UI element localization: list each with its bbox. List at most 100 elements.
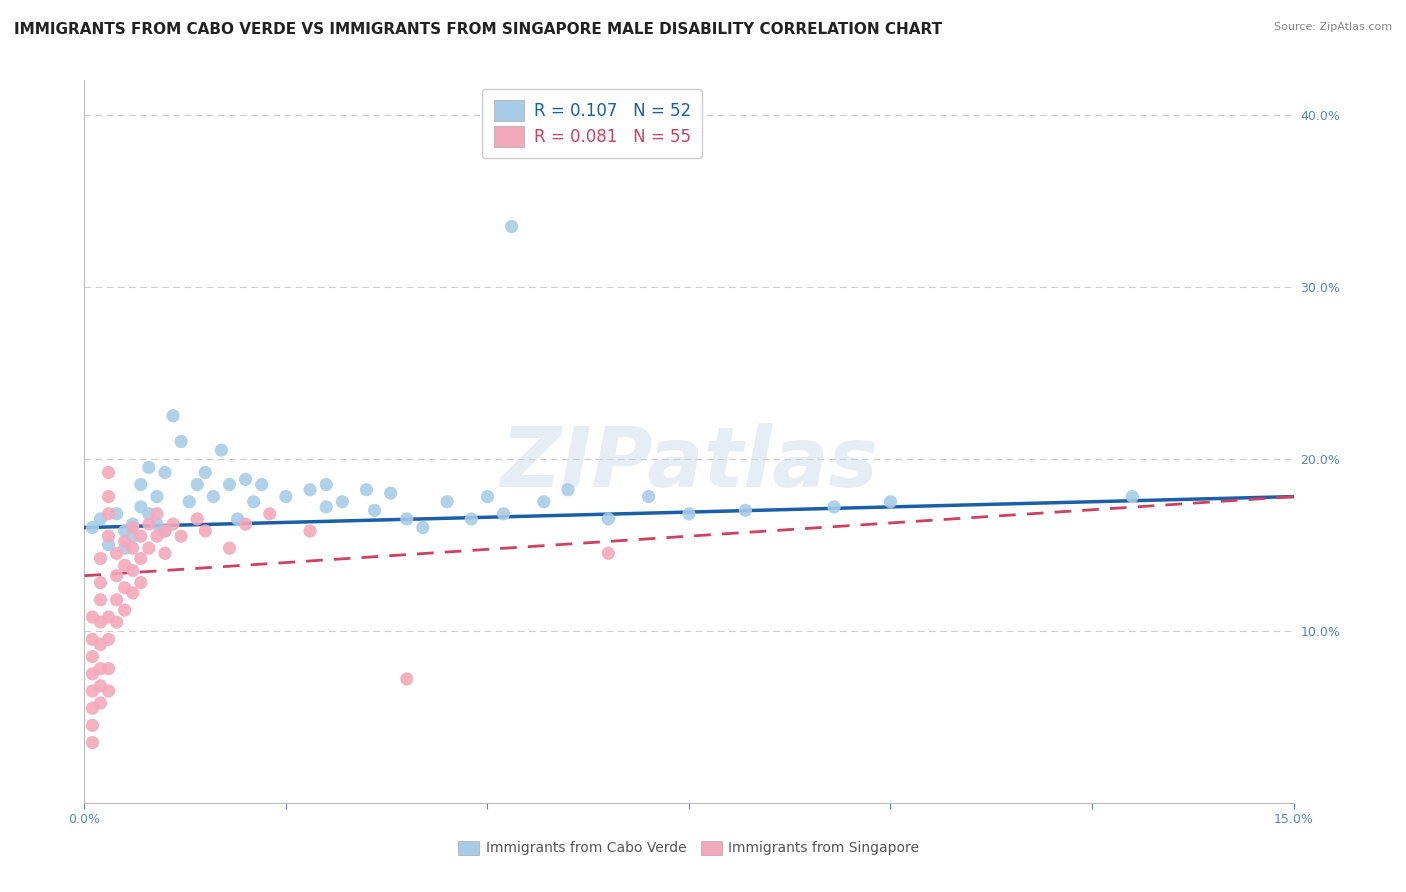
Point — [380, 486, 402, 500]
Point — [153, 466, 176, 480]
Point — [121, 529, 143, 543]
Point — [412, 520, 434, 534]
Point — [97, 632, 120, 647]
Point — [129, 551, 152, 566]
Point — [89, 638, 111, 652]
Point — [299, 483, 322, 497]
Point — [105, 592, 128, 607]
Point — [299, 524, 322, 538]
Point — [259, 507, 281, 521]
Point — [97, 466, 120, 480]
Point — [105, 546, 128, 560]
Text: ZIPatlas: ZIPatlas — [501, 423, 877, 504]
Point — [105, 615, 128, 630]
Point — [153, 524, 176, 538]
Point — [363, 503, 385, 517]
Point — [170, 529, 193, 543]
Point — [235, 472, 257, 486]
Point — [105, 568, 128, 582]
Point — [89, 615, 111, 630]
Point — [637, 490, 659, 504]
Point — [146, 507, 169, 521]
Point — [82, 735, 104, 749]
Point — [114, 581, 136, 595]
Point — [89, 696, 111, 710]
Point — [501, 219, 523, 234]
Point — [330, 494, 353, 508]
Point — [194, 466, 217, 480]
Point — [138, 541, 160, 556]
Point — [356, 483, 378, 497]
Point — [97, 538, 120, 552]
Point — [460, 512, 482, 526]
Point — [129, 477, 152, 491]
Point — [1121, 490, 1143, 504]
Point — [823, 500, 845, 514]
Point — [82, 701, 104, 715]
Point — [114, 524, 136, 538]
Point — [121, 517, 143, 532]
Point — [274, 490, 297, 504]
Point — [734, 503, 756, 517]
Point — [114, 558, 136, 573]
Point — [82, 666, 104, 681]
Point — [97, 610, 120, 624]
Point — [82, 632, 104, 647]
Point — [97, 529, 120, 543]
Point — [121, 520, 143, 534]
Point — [186, 477, 208, 491]
Point — [97, 684, 120, 698]
Point — [395, 512, 418, 526]
Point — [89, 592, 111, 607]
Point — [89, 679, 111, 693]
Point — [315, 500, 337, 514]
Point — [162, 517, 184, 532]
Point — [218, 477, 240, 491]
Point — [82, 610, 104, 624]
Point — [533, 494, 555, 508]
Point — [477, 490, 499, 504]
Text: Source: ZipAtlas.com: Source: ZipAtlas.com — [1274, 22, 1392, 32]
Point — [89, 575, 111, 590]
Point — [879, 494, 901, 508]
Point — [557, 483, 579, 497]
Point — [194, 524, 217, 538]
Point — [121, 564, 143, 578]
Point — [114, 534, 136, 549]
Point — [153, 524, 176, 538]
Point — [492, 507, 515, 521]
Point — [186, 512, 208, 526]
Point — [129, 575, 152, 590]
Point — [162, 409, 184, 423]
Point — [97, 662, 120, 676]
Point — [82, 718, 104, 732]
Point — [202, 490, 225, 504]
Point — [138, 507, 160, 521]
Point — [250, 477, 273, 491]
Point — [209, 443, 232, 458]
Point — [121, 541, 143, 556]
Point — [89, 551, 111, 566]
Point — [315, 477, 337, 491]
Point — [105, 507, 128, 521]
Point — [114, 541, 136, 556]
Text: IMMIGRANTS FROM CABO VERDE VS IMMIGRANTS FROM SINGAPORE MALE DISABILITY CORRELAT: IMMIGRANTS FROM CABO VERDE VS IMMIGRANTS… — [14, 22, 942, 37]
Point — [138, 517, 160, 532]
Point — [395, 672, 418, 686]
Point — [146, 490, 169, 504]
Point — [114, 603, 136, 617]
Point — [218, 541, 240, 556]
Point — [82, 520, 104, 534]
Point — [436, 494, 458, 508]
Point — [129, 500, 152, 514]
Point — [97, 507, 120, 521]
Point — [598, 512, 620, 526]
Point — [89, 662, 111, 676]
Point — [598, 546, 620, 560]
Point — [170, 434, 193, 449]
Point — [226, 512, 249, 526]
Point — [146, 529, 169, 543]
Point — [179, 494, 201, 508]
Point — [129, 529, 152, 543]
Legend: Immigrants from Cabo Verde, Immigrants from Singapore: Immigrants from Cabo Verde, Immigrants f… — [453, 835, 925, 861]
